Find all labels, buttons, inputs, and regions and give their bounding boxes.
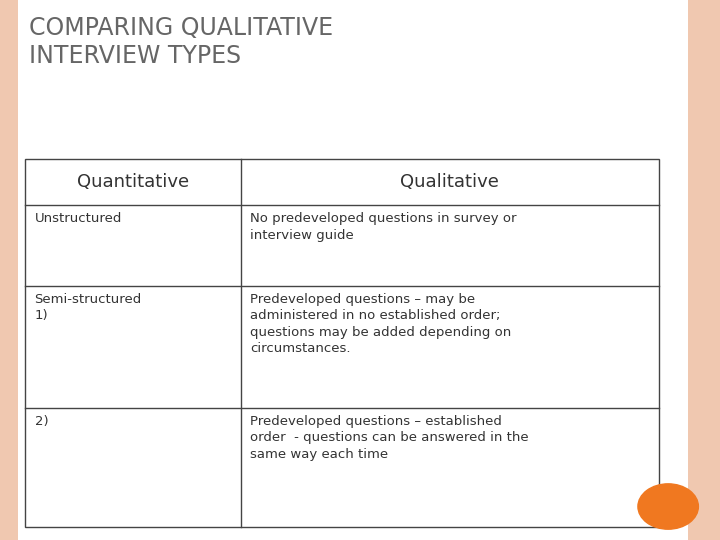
- Text: Quantitative: Quantitative: [77, 173, 189, 191]
- Bar: [25, 159, 659, 526]
- Text: No predeveloped questions in survey or
interview guide: No predeveloped questions in survey or i…: [250, 212, 516, 242]
- Text: 2): 2): [35, 415, 48, 428]
- Text: Unstructured: Unstructured: [35, 212, 122, 225]
- Text: Predeveloped questions – may be
administered in no established order;
questions : Predeveloped questions – may be administ…: [250, 293, 511, 355]
- Text: Semi-structured
1): Semi-structured 1): [35, 293, 142, 322]
- Bar: [0, 0, 18, 540]
- Text: COMPARING QUALITATIVE
INTERVIEW TYPES: COMPARING QUALITATIVE INTERVIEW TYPES: [29, 16, 333, 68]
- Circle shape: [638, 484, 698, 529]
- Text: Predeveloped questions – established
order  - questions can be answered in the
s: Predeveloped questions – established ord…: [250, 415, 528, 461]
- Text: Qualitative: Qualitative: [400, 173, 499, 191]
- Bar: [688, 0, 720, 540]
